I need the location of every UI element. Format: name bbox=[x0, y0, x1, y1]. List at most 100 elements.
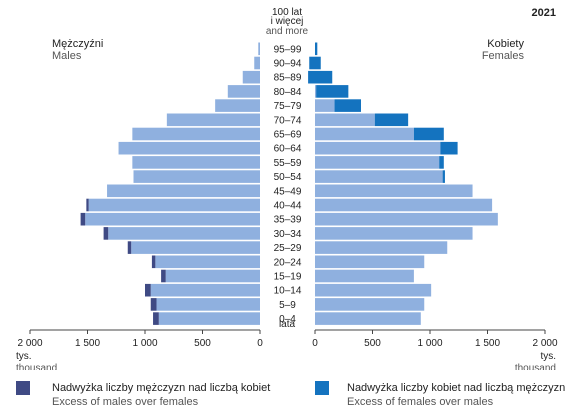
bar-female-30-34 bbox=[315, 227, 473, 240]
age-label-95-99: 95–99 bbox=[274, 44, 302, 55]
males-title-en: Males bbox=[52, 50, 82, 62]
bar-male-excess-5-9 bbox=[150, 298, 157, 311]
bar-female-excess-50-54 bbox=[442, 170, 445, 183]
bar-female-60-64 bbox=[315, 141, 441, 155]
bar-male-excess-35-39 bbox=[80, 212, 86, 226]
bar-female-excess-85-89 bbox=[308, 70, 333, 84]
bar-male-50-54 bbox=[133, 170, 260, 183]
x-tick-label-left-0: 0 bbox=[257, 338, 263, 349]
bar-male-90-94 bbox=[254, 56, 260, 70]
bar-female-0-4 bbox=[315, 312, 421, 325]
bar-female-70-74 bbox=[315, 113, 375, 127]
females-title-en: Females bbox=[482, 50, 525, 62]
age-label-20-24: 20–24 bbox=[274, 257, 302, 268]
bar-female-75-79 bbox=[315, 99, 335, 112]
bar-male-80-84 bbox=[227, 85, 260, 98]
bar-male-15-19 bbox=[165, 269, 260, 283]
bar-male-55-59 bbox=[132, 156, 260, 169]
age-label-80-84: 80–84 bbox=[274, 87, 302, 98]
bar-male-35-39 bbox=[85, 212, 260, 226]
bar-male-25-29 bbox=[131, 241, 260, 254]
age-label-40-44: 40–44 bbox=[274, 201, 302, 212]
bar-female-10-14 bbox=[315, 283, 432, 297]
legend-excess-females: Nadwyżka liczby kobiet nad liczbą mężczy… bbox=[347, 381, 565, 409]
bar-male-excess-10-14 bbox=[145, 283, 151, 297]
x-tick-label-right-2000: 2 000 bbox=[532, 338, 557, 349]
females-title-pl: Kobiety bbox=[487, 38, 524, 50]
age-label-55-59: 55–59 bbox=[274, 158, 302, 169]
bar-male-excess-25-29 bbox=[127, 241, 132, 254]
bar-male-0-4 bbox=[158, 312, 260, 325]
left-unit-pl: tys. bbox=[16, 351, 32, 362]
bar-female-80-84 bbox=[315, 85, 317, 98]
bar-female-25-29 bbox=[315, 241, 448, 254]
top-age-label-1: 100 lat bbox=[272, 7, 302, 18]
bar-male-95-99 bbox=[258, 42, 260, 56]
bar-male-excess-15-19 bbox=[161, 269, 166, 283]
bar-female-15-19 bbox=[315, 269, 414, 283]
legend-excess-females-swatch bbox=[315, 381, 329, 395]
bar-male-20-24 bbox=[155, 255, 260, 269]
legend-excess-males-swatch bbox=[16, 381, 30, 395]
bar-female-50-54 bbox=[315, 170, 443, 183]
age-label-70-74: 70–74 bbox=[274, 115, 302, 126]
age-label-85-89: 85–89 bbox=[274, 73, 302, 84]
age-label-50-54: 50–54 bbox=[274, 172, 302, 183]
x-tick-label-right-1500: 1 500 bbox=[475, 338, 500, 349]
top-age-label-2: i więcej bbox=[271, 16, 304, 27]
bar-female-65-69 bbox=[315, 127, 414, 141]
bar-female-excess-60-64 bbox=[440, 141, 458, 155]
age-label-0-4: 0–4 bbox=[279, 314, 296, 325]
legend-excess-females-en: Excess of females over males bbox=[347, 396, 494, 408]
bar-male-excess-20-24 bbox=[151, 255, 156, 269]
age-label-90-94: 90–94 bbox=[274, 59, 302, 70]
x-tick-label-left-500: 500 bbox=[194, 338, 211, 349]
x-tick-label-left-2000: 2 000 bbox=[17, 338, 42, 349]
bar-female-5-9 bbox=[315, 298, 425, 311]
right-unit-en: thousand bbox=[515, 363, 556, 370]
age-label-10-14: 10–14 bbox=[274, 286, 302, 297]
bar-male-45-49 bbox=[107, 184, 260, 198]
bars-group bbox=[80, 42, 498, 325]
x-tick-label-right-1000: 1 000 bbox=[417, 338, 442, 349]
age-label-60-64: 60–64 bbox=[274, 144, 302, 155]
bar-male-65-69 bbox=[132, 127, 260, 141]
legend-excess-males: Nadwyżka liczby mężczyzn nad liczbą kobi… bbox=[52, 381, 270, 409]
age-label-65-69: 65–69 bbox=[274, 130, 302, 141]
bar-female-40-44 bbox=[315, 198, 493, 212]
bar-female-excess-75-79 bbox=[334, 99, 361, 112]
bar-male-5-9 bbox=[156, 298, 260, 311]
year-label: 2021 bbox=[532, 7, 556, 19]
age-label-75-79: 75–79 bbox=[274, 101, 302, 112]
x-tick-label-left-1000: 1 000 bbox=[132, 338, 157, 349]
x-tick-label-right-500: 500 bbox=[364, 338, 381, 349]
bottom-age-label-2: lata bbox=[279, 319, 296, 330]
males-title-pl: Mężczyźni bbox=[52, 38, 103, 50]
left-unit-en: thousand bbox=[16, 363, 57, 370]
age-label-30-34: 30–34 bbox=[274, 229, 302, 240]
age-label-15-19: 15–19 bbox=[274, 272, 302, 283]
age-label-35-39: 35–39 bbox=[274, 215, 302, 226]
bar-male-excess-0-4 bbox=[153, 312, 159, 325]
bar-male-85-89 bbox=[242, 70, 260, 84]
bar-female-excess-55-59 bbox=[439, 156, 444, 169]
bar-male-75-79 bbox=[215, 99, 260, 112]
x-tick-label-right-0: 0 bbox=[312, 338, 318, 349]
bar-male-40-44 bbox=[88, 198, 261, 212]
age-label-45-49: 45–49 bbox=[274, 186, 302, 197]
top-age-label-3: and more bbox=[266, 26, 309, 37]
age-label-5-9: 5–9 bbox=[279, 300, 296, 311]
legend-excess-males-en: Excess of males over females bbox=[52, 396, 199, 408]
bar-female-55-59 bbox=[315, 156, 440, 169]
bar-female-20-24 bbox=[315, 255, 425, 269]
bar-male-30-34 bbox=[108, 227, 260, 240]
legend-excess-males-pl: Nadwyżka liczby mężczyzn nad liczbą kobi… bbox=[52, 382, 271, 394]
bar-male-10-14 bbox=[150, 283, 260, 297]
x-tick-label-left-1500: 1 500 bbox=[75, 338, 100, 349]
bar-female-excess-80-84 bbox=[316, 85, 349, 98]
bar-male-70-74 bbox=[166, 113, 260, 127]
bar-female-excess-70-74 bbox=[374, 113, 409, 127]
bar-male-60-64 bbox=[118, 141, 260, 155]
age-labels-group: 95–99 90–94 85–89 80–84 75–79 70–74 65–69 60–64… bbox=[274, 44, 302, 325]
right-unit-pl: tys. bbox=[540, 351, 556, 362]
